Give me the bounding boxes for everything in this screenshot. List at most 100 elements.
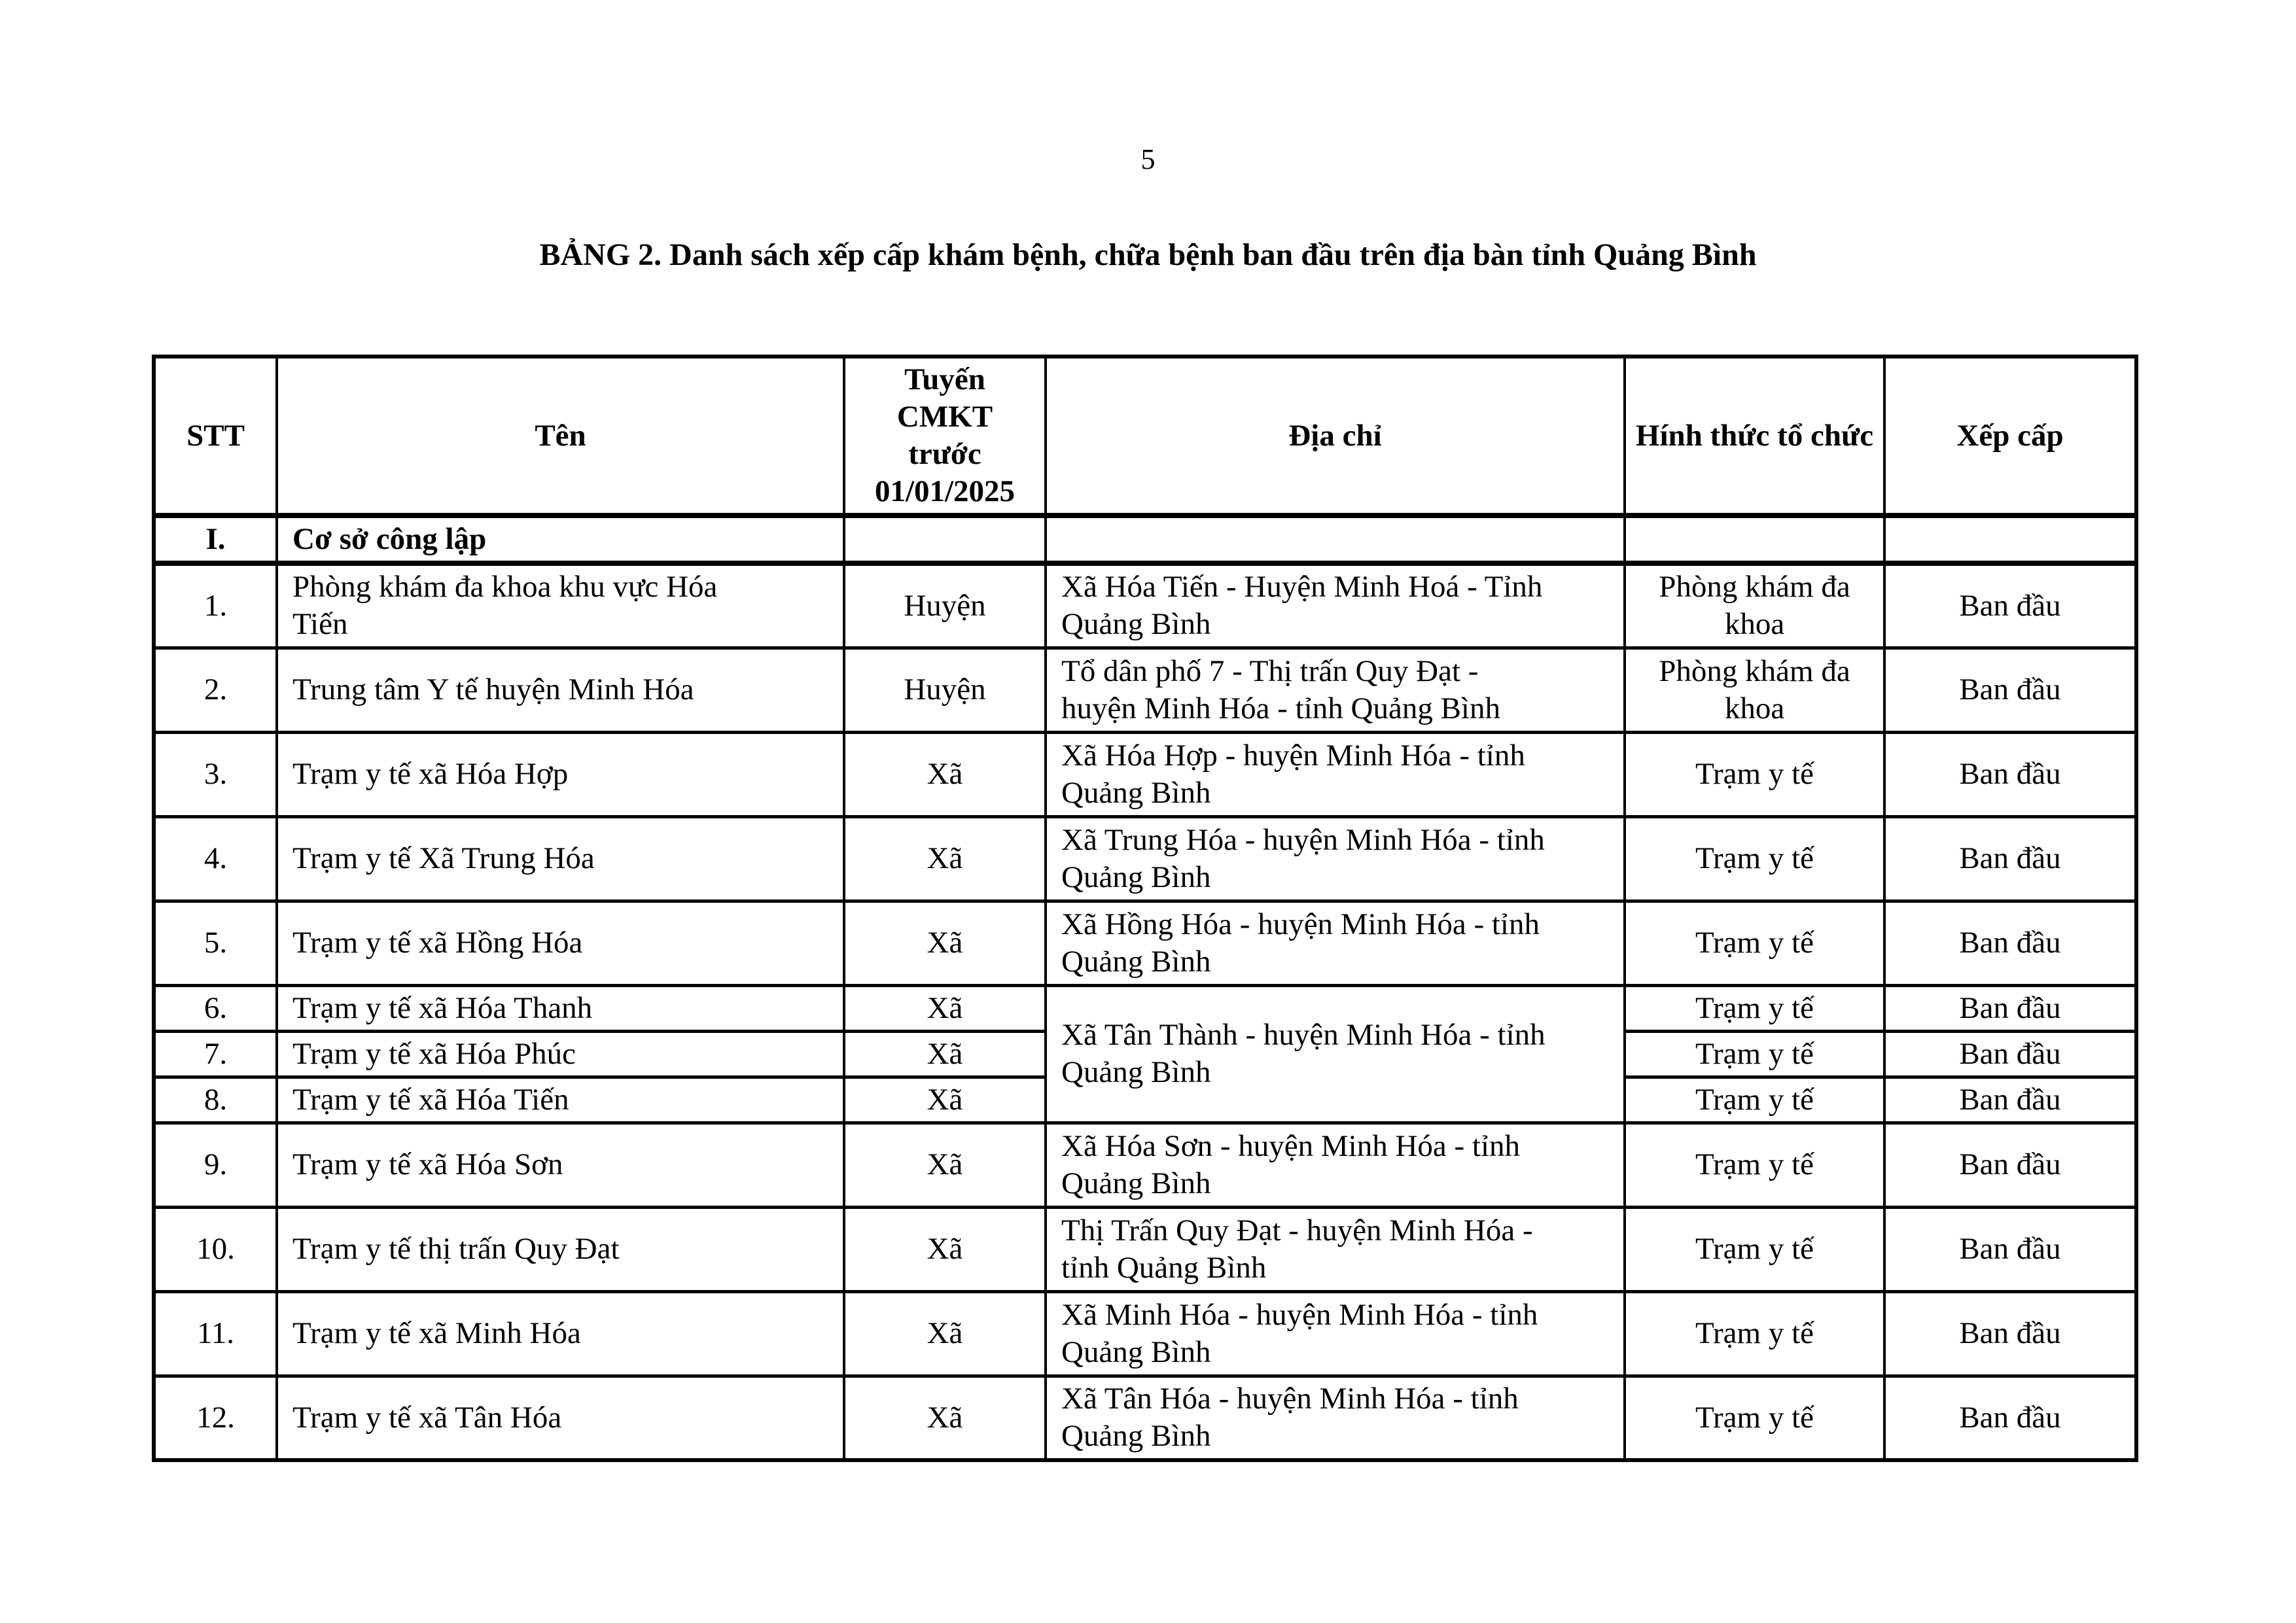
stt-cell: 6.: [152, 983, 278, 1033]
section-label-cell: Cơ sở công lập: [275, 514, 845, 566]
name-cell: Trạm y tế xã Tân Hóa: [275, 1374, 845, 1462]
address-cell: Thị Trấn Quy Đạt - huyện Minh Hóa - tỉnh…: [1044, 1205, 1626, 1293]
name-cell: Trạm y tế xã Hóa Thanh: [275, 983, 845, 1033]
address-cell: Xã Trung Hóa - huyện Minh Hóa - tỉnh Quả…: [1044, 814, 1626, 903]
classification-cell: Ban đầu: [1883, 814, 2138, 903]
tier-cell: Huyện: [843, 646, 1047, 734]
table-row: 8. Trạm y tế xã Hóa Tiến Xã Trạm y tế Ba…: [152, 1075, 2138, 1125]
classification-cell: Ban đầu: [1883, 1029, 2138, 1079]
name-cell: Trạm y tế xã Hồng Hóa: [275, 899, 845, 987]
classification-cell: Ban đầu: [1883, 561, 2138, 650]
name-cell: Trạm y tế xã Hóa Tiến: [275, 1075, 845, 1125]
address-cell: Xã Minh Hóa - huyện Minh Hóa - tỉnh Quản…: [1044, 1289, 1626, 1378]
stt-cell: 7.: [152, 1029, 278, 1079]
stt-cell: 5.: [152, 899, 278, 987]
section-row: I. Cơ sở công lập: [152, 514, 2138, 566]
address-cell: Xã Hóa Tiến - Huyện Minh Hoá - Tỉnh Quản…: [1044, 561, 1626, 650]
name-cell: Trạm y tế thị trấn Quy Đạt: [275, 1205, 845, 1293]
org-form-cell: Trạm y tế: [1623, 730, 1886, 818]
table-row: 11. Trạm y tế xã Minh Hóa Xã Xã Minh Hóa…: [152, 1289, 2138, 1378]
table-row: 9. Trạm y tế xã Hóa Sơn Xã Xã Hóa Sơn - …: [152, 1121, 2138, 1209]
classification-cell: Ban đầu: [1883, 1075, 2138, 1125]
table-row: 7. Trạm y tế xã Hóa Phúc Xã Trạm y tế Ba…: [152, 1029, 2138, 1079]
org-form-cell: Trạm y tế: [1623, 1121, 1886, 1209]
empty-cell: [843, 514, 1047, 566]
stt-cell: 11.: [152, 1289, 278, 1378]
classification-cell: Ban đầu: [1883, 1374, 2138, 1462]
table-row: 12. Trạm y tế xã Tân Hóa Xã Xã Tân Hóa -…: [152, 1374, 2138, 1462]
table-row: 5. Trạm y tế xã Hồng Hóa Xã Xã Hồng Hóa …: [152, 899, 2138, 987]
tier-cell: Xã: [843, 1075, 1047, 1125]
classification-cell: Ban đầu: [1883, 899, 2138, 987]
header-stt: STT: [152, 355, 278, 518]
tier-cell: Xã: [843, 1289, 1047, 1378]
stt-cell: 9.: [152, 1121, 278, 1209]
tier-cell: Huyện: [843, 561, 1047, 650]
page-number: 5: [1140, 143, 1156, 175]
name-cell: Trung tâm Y tế huyện Minh Hóa: [275, 646, 845, 734]
document-title: BẢNG 2. Danh sách xếp cấp khám bệnh, chữ…: [539, 237, 1757, 272]
header-row: STT Tên Tuyến CMKT trước 01/01/2025 Địa …: [152, 355, 2138, 518]
address-cell: Tổ dân phố 7 - Thị trấn Quy Đạt - huyện …: [1044, 646, 1626, 734]
address-cell: Xã Hồng Hóa - huyện Minh Hóa - tỉnh Quản…: [1044, 899, 1626, 987]
header-address: Địa chỉ: [1044, 355, 1626, 518]
name-cell: Phòng khám đa khoa khu vực Hóa Tiến: [275, 561, 845, 650]
header-org-form: Hính thức tổ chức: [1623, 355, 1886, 518]
table-row: 4. Trạm y tế Xã Trung Hóa Xã Xã Trung Hó…: [152, 814, 2138, 903]
org-form-cell: Trạm y tế: [1623, 1205, 1886, 1293]
name-cell: Trạm y tế xã Hóa Phúc: [275, 1029, 845, 1079]
header-classification: Xếp cấp: [1883, 355, 2138, 518]
tier-cell: Xã: [843, 1121, 1047, 1209]
facility-table: STT Tên Tuyến CMKT trước 01/01/2025 Địa …: [152, 355, 2138, 1462]
stt-cell: 4.: [152, 814, 278, 903]
org-form-cell: Trạm y tế: [1623, 983, 1886, 1033]
org-form-cell: Trạm y tế: [1623, 1374, 1886, 1462]
tier-cell: Xã: [843, 899, 1047, 987]
classification-cell: Ban đầu: [1883, 730, 2138, 818]
address-cell: Xã Hóa Sơn - huyện Minh Hóa - tỉnh Quảng…: [1044, 1121, 1626, 1209]
table-row: 10. Trạm y tế thị trấn Quy Đạt Xã Thị Tr…: [152, 1205, 2138, 1293]
name-cell: Trạm y tế xã Hóa Sơn: [275, 1121, 845, 1209]
address-cell: Xã Tân Hóa - huyện Minh Hóa - tỉnh Quảng…: [1044, 1374, 1626, 1462]
classification-cell: Ban đầu: [1883, 1121, 2138, 1209]
org-form-cell: Phòng khám đa khoa: [1623, 561, 1886, 650]
name-cell: Trạm y tế xã Hóa Hợp: [275, 730, 845, 818]
stt-cell: 1.: [152, 561, 278, 650]
org-form-cell: Trạm y tế: [1623, 1029, 1886, 1079]
table-row: 2. Trung tâm Y tế huyện Minh Hóa Huyện T…: [152, 646, 2138, 734]
section-stt-cell: I.: [152, 514, 278, 566]
header-name: Tên: [275, 355, 845, 518]
address-cell-merged: Xã Tân Thành - huyện Minh Hóa - tỉnh Quả…: [1044, 983, 1626, 1125]
stt-cell: 8.: [152, 1075, 278, 1125]
classification-cell: Ban đầu: [1883, 983, 2138, 1033]
tier-cell: Xã: [843, 1374, 1047, 1462]
classification-cell: Ban đầu: [1883, 646, 2138, 734]
empty-cell: [1883, 514, 2138, 566]
tier-cell: Xã: [843, 730, 1047, 818]
empty-cell: [1044, 514, 1626, 566]
org-form-cell: Trạm y tế: [1623, 899, 1886, 987]
tier-cell: Xã: [843, 1205, 1047, 1293]
stt-cell: 2.: [152, 646, 278, 734]
name-cell: Trạm y tế xã Minh Hóa: [275, 1289, 845, 1378]
table-row: 1. Phòng khám đa khoa khu vực Hóa Tiến H…: [152, 561, 2138, 650]
stt-cell: 10.: [152, 1205, 278, 1293]
table-row: 6. Trạm y tế xã Hóa Thanh Xã Xã Tân Thàn…: [152, 983, 2138, 1125]
tier-cell: Xã: [843, 814, 1047, 903]
org-form-cell: Trạm y tế: [1623, 1075, 1886, 1125]
empty-cell: [1623, 514, 1886, 566]
name-cell: Trạm y tế Xã Trung Hóa: [275, 814, 845, 903]
org-form-cell: Trạm y tế: [1623, 814, 1886, 903]
org-form-cell: Trạm y tế: [1623, 1289, 1886, 1378]
stt-cell: 12.: [152, 1374, 278, 1462]
classification-cell: Ban đầu: [1883, 1205, 2138, 1293]
stt-cell: 3.: [152, 730, 278, 818]
tier-cell: Xã: [843, 983, 1047, 1033]
address-cell: Xã Hóa Hợp - huyện Minh Hóa - tỉnh Quảng…: [1044, 730, 1626, 818]
table-row: 3. Trạm y tế xã Hóa Hợp Xã Xã Hóa Hợp - …: [152, 730, 2138, 818]
header-tier: Tuyến CMKT trước 01/01/2025: [843, 355, 1047, 518]
org-form-cell: Phòng khám đa khoa: [1623, 646, 1886, 734]
classification-cell: Ban đầu: [1883, 1289, 2138, 1378]
tier-cell: Xã: [843, 1029, 1047, 1079]
